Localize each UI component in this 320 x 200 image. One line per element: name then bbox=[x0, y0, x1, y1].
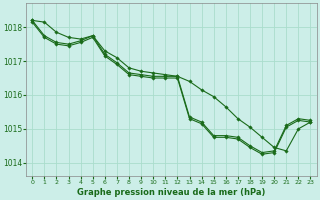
X-axis label: Graphe pression niveau de la mer (hPa): Graphe pression niveau de la mer (hPa) bbox=[77, 188, 266, 197]
